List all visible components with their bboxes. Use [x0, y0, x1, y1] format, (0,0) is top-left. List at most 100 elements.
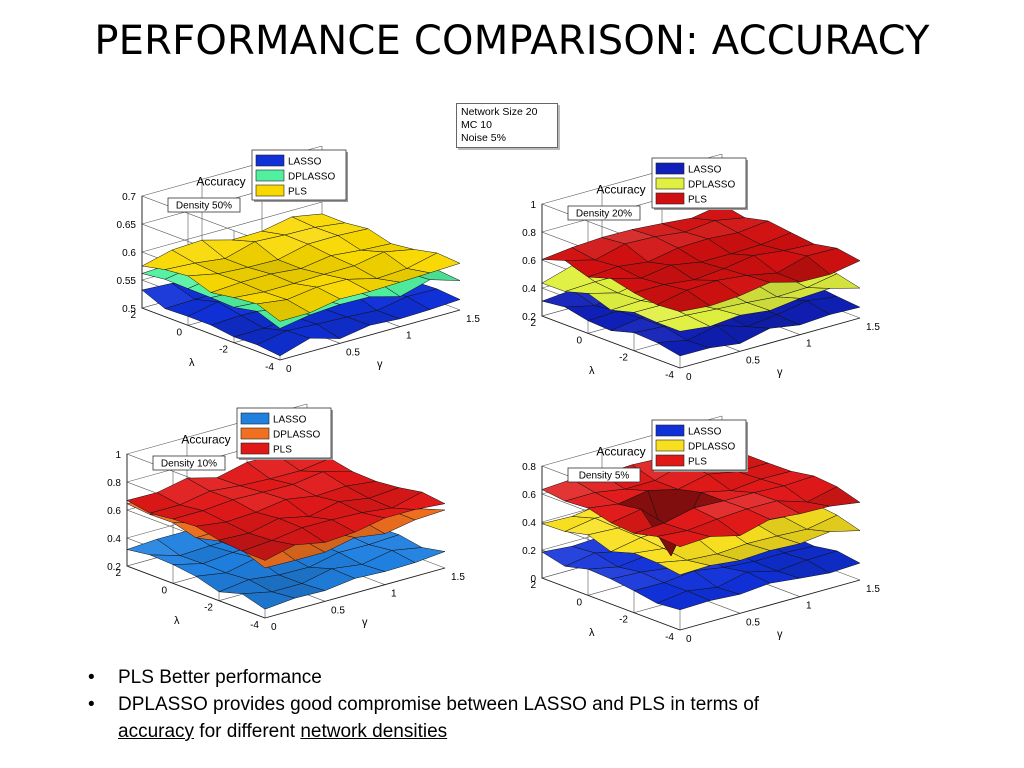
accuracy-plot-density-20: 0.2 0.4 0.6 0.8 1 0 0.5 1 1.5 -4 -2 0 2 γ λ Accuracy Den…: [522, 153, 880, 383]
z-tick-label: 0.4: [107, 534, 121, 545]
z-tick-label: 0.55: [117, 276, 137, 287]
surface-face: [806, 273, 861, 289]
legend-label-dplasso: DPLASSO: [273, 430, 320, 441]
surface-face: [391, 491, 446, 510]
gamma-axis-label: γ: [777, 367, 783, 379]
lambda-axis-line: [541, 577, 681, 631]
lambda-axis-label: λ: [589, 365, 595, 377]
lambda-tick-label: -2: [204, 603, 213, 614]
density-annotation-box: [167, 197, 241, 213]
z-tick-label: 0.5: [122, 304, 136, 315]
surface-lasso: [126, 504, 446, 610]
density-annotation-box: [567, 205, 641, 221]
gamma-tick-label: 1.5: [866, 322, 880, 333]
legend-swatch-dplasso: [255, 169, 285, 182]
surface-face: [806, 296, 861, 315]
gamma-tick-label: 1: [806, 601, 812, 612]
bullet-item: • PLS Better performance: [88, 664, 968, 691]
legend-swatch-dplasso: [240, 427, 270, 440]
density-annotation: Density 10%: [152, 455, 226, 471]
z-tick-label: 0.6: [522, 490, 536, 501]
lambda-axis-line: [541, 315, 681, 369]
density-annotation: Density 5%: [567, 467, 641, 483]
lambda-tick-label: 2: [115, 568, 121, 579]
gamma-tick-label: 1.5: [866, 584, 880, 595]
lambda-tick-label: -4: [265, 362, 274, 373]
legend-swatch-lasso: [655, 162, 685, 175]
gamma-tick-label: 0: [271, 622, 277, 633]
legend-swatch-pls: [655, 454, 685, 467]
legend-swatch-pls: [255, 184, 285, 197]
legend: LASSO DPLASSO PLS: [236, 407, 333, 460]
z-tick-label: 0.4: [522, 518, 536, 529]
lambda-tick-label: 2: [130, 310, 136, 321]
bullet-text-middle: for different: [194, 721, 301, 742]
surface-face: [406, 252, 461, 274]
legend-swatch-pls: [655, 192, 685, 205]
gamma-tick-label: 1: [406, 331, 412, 342]
bullet-text: PLS Better performance: [118, 667, 322, 688]
gamma-tick-label: 1: [806, 339, 812, 350]
legend-label-dplasso: DPLASSO: [688, 442, 735, 453]
z-tick-label: 0.6: [122, 248, 136, 259]
bullet-dot: •: [88, 667, 95, 688]
info-network-size: Network Size 20: [461, 106, 538, 118]
lambda-tick-label: -2: [219, 345, 228, 356]
z-tick-label: 1: [115, 450, 121, 461]
surface-face: [806, 247, 861, 275]
gamma-tick-label: 1.5: [451, 572, 465, 583]
surface-face: [806, 550, 861, 574]
density-annotation-text: Density 10%: [161, 459, 217, 470]
legend: LASSO DPLASSO PLS: [651, 157, 748, 210]
gamma-axis-label: γ: [777, 629, 783, 641]
lambda-tick-label: -2: [619, 353, 628, 364]
plot-title: Accuracy: [596, 183, 645, 197]
z-tick-label: 0.6: [107, 506, 121, 517]
z-tick-label: 0.2: [522, 546, 536, 557]
plot-title: Accuracy: [181, 433, 230, 447]
gamma-tick-label: 1.5: [466, 314, 480, 325]
legend-label-dplasso: DPLASSO: [288, 172, 335, 183]
z-tick-label: 0.7: [122, 192, 136, 203]
legend-label-pls: PLS: [688, 195, 707, 206]
surface-face: [806, 514, 861, 532]
lambda-tick-label: -2: [619, 615, 628, 626]
plot-title: Accuracy: [596, 445, 645, 459]
density-annotation: Density 50%: [167, 197, 241, 213]
bullet-text: DPLASSO provides good compromise between…: [118, 691, 759, 745]
lambda-tick-label: 0: [576, 335, 582, 346]
gamma-axis-line: [279, 309, 461, 361]
surface-pls: [541, 204, 861, 312]
legend-swatch-pls: [240, 442, 270, 455]
info-mc: MC 10: [461, 119, 492, 131]
network-densities-link-text: network densities: [300, 721, 448, 742]
lambda-axis-label: λ: [174, 615, 180, 627]
gamma-tick-label: 0.5: [746, 355, 760, 366]
legend-swatch-dplasso: [655, 177, 685, 190]
legend-label-lasso: LASSO: [688, 165, 722, 176]
lambda-axis-line: [141, 307, 281, 361]
density-annotation-box: [567, 467, 641, 483]
gamma-axis-line: [679, 317, 861, 369]
lambda-axis-label: λ: [189, 357, 195, 369]
bullet-item: • DPLASSO provides good compromise betwe…: [88, 691, 968, 745]
lambda-tick-label: -4: [665, 370, 674, 381]
surface-face: [406, 288, 461, 310]
bullet-dot: •: [88, 694, 95, 715]
legend-swatch-lasso: [655, 424, 685, 437]
slide-title: PERFORMANCE COMPARISON: ACCURACY: [94, 18, 930, 64]
gamma-tick-label: 0: [286, 364, 292, 375]
surface-pls: [141, 213, 461, 322]
legend-label-lasso: LASSO: [288, 157, 322, 168]
legend: LASSO DPLASSO PLS: [251, 149, 348, 202]
legend-swatch-dplasso: [655, 439, 685, 452]
z-tick-label: 0.6: [522, 256, 536, 267]
legend-swatch-lasso: [240, 412, 270, 425]
lambda-tick-label: 0: [176, 327, 182, 338]
gamma-axis-line: [679, 579, 861, 631]
lambda-tick-label: -4: [250, 620, 259, 631]
gamma-tick-label: 0.5: [746, 617, 760, 628]
z-tick-label: 1: [530, 200, 536, 211]
gamma-axis-label: γ: [377, 359, 383, 371]
z-tick-label: 0.2: [522, 312, 536, 323]
